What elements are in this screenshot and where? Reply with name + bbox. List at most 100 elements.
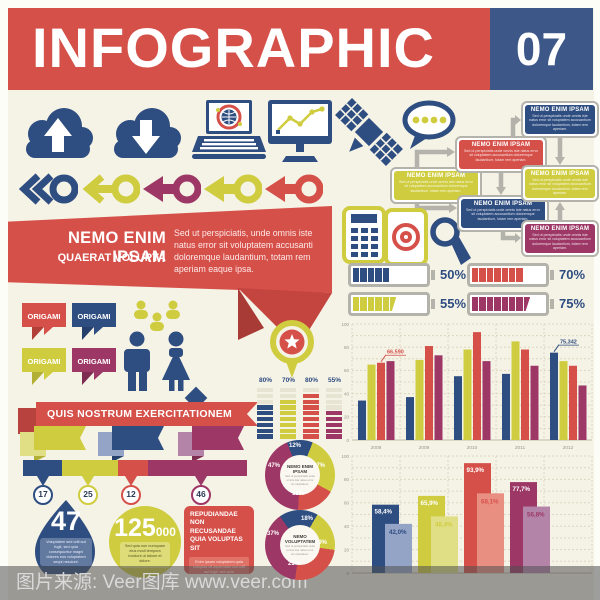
battery-cell xyxy=(516,297,523,311)
bar xyxy=(367,364,376,440)
bar xyxy=(454,376,462,440)
equalizer-cell xyxy=(257,399,273,404)
timeline-marker: 17 xyxy=(33,485,53,505)
battery-cell xyxy=(382,297,389,311)
monitor-chart-icon xyxy=(268,100,332,162)
magnifier-handle xyxy=(451,237,471,265)
bar xyxy=(406,397,414,440)
grouped-bar-chart: 0 20 40 60 80 100 2008 2009 2010 2011 2012 66,590 75… xyxy=(341,322,593,451)
bar xyxy=(358,400,366,440)
battery-cell xyxy=(367,268,375,282)
sync-ring xyxy=(216,104,242,130)
timeline-marker: 25 xyxy=(78,485,98,505)
bar xyxy=(385,523,412,573)
battery-gauge xyxy=(348,292,430,316)
bubble-tail xyxy=(410,133,430,149)
battery-gauge xyxy=(467,263,549,287)
donut-slice-label: 25% xyxy=(288,561,301,567)
couple-icon xyxy=(124,331,190,391)
flowchart-box-title: NEMO ENIM IPSAM xyxy=(530,226,590,232)
equalizer-cell xyxy=(257,422,273,427)
y-tick-label: 80 xyxy=(344,477,350,482)
smartphone-target-icon xyxy=(384,208,428,266)
bar xyxy=(559,361,568,440)
timeline-segment xyxy=(148,460,247,476)
equalizer-cell xyxy=(326,399,342,404)
battery-cell xyxy=(472,268,479,282)
equalizer-cell xyxy=(326,434,342,439)
cloud-upload-icon xyxy=(26,108,93,158)
bar xyxy=(530,365,539,440)
equalizer-label: 80% xyxy=(304,377,318,384)
annotation-line xyxy=(553,344,560,352)
x-tick-label: 2010 xyxy=(467,445,478,451)
flowchart-box-title: NEMO ENIM IPSAM xyxy=(471,142,531,148)
battery-cell xyxy=(494,268,501,282)
timeline-marker: 12 xyxy=(121,485,141,505)
battery-cell xyxy=(360,297,367,311)
battery-cell xyxy=(353,268,360,282)
timeline-pin xyxy=(195,476,207,486)
battery-nub xyxy=(431,270,435,280)
section-ribbon: QUIS NOSTRUM EXERCITATIONEM xyxy=(36,402,258,426)
origami-banner: ORIGAMI xyxy=(72,348,116,385)
bar-label: 42,0% xyxy=(389,529,407,536)
header-number: 07 xyxy=(515,23,568,75)
equalizer-cell xyxy=(326,393,342,398)
circle-stat-value: 125000 xyxy=(114,514,176,542)
annotation-label: 66,590 xyxy=(387,350,404,356)
y-tick-label: 100 xyxy=(341,322,349,327)
flowchart-box-title: NEMO ENIM IPSAM xyxy=(530,107,590,113)
equalizer-cell xyxy=(303,411,319,416)
flowchart-box-title: NEMO ENIM IPSAM xyxy=(406,173,466,179)
y-tick-label: 40 xyxy=(344,391,350,396)
battery-label: 55% xyxy=(440,296,467,311)
y-tick-label: 20 xyxy=(344,415,350,420)
bar xyxy=(386,361,395,440)
donut-slice-label: 47% xyxy=(268,463,281,469)
y-tick-label: 40 xyxy=(344,524,350,529)
donut-hole: NEMO ENIM IPSAM Sed ut perspiciatis unde … xyxy=(280,455,320,495)
equalizer-cell xyxy=(280,405,296,410)
equalizer-cell xyxy=(303,422,319,427)
donut-slice-label: 18% xyxy=(301,516,314,522)
equalizer-cell xyxy=(257,434,273,439)
drop-stat-shape xyxy=(35,500,95,574)
equalizer-cell xyxy=(257,393,273,398)
bar-label: 77,7% xyxy=(513,486,531,493)
equalizer-cell xyxy=(303,388,319,393)
x-tick-label: 2009 xyxy=(419,445,430,451)
equalizer-cell xyxy=(303,405,319,410)
header-number-badge: 07 xyxy=(490,8,593,90)
drop-stat-body: Voluptatem sed odit aut fugit, sed quia … xyxy=(40,538,92,566)
y-tick-label: 100 xyxy=(341,454,349,459)
equalizer-cell xyxy=(303,428,319,433)
donut-center-title: NEMO ENIM IPSAM xyxy=(286,464,313,475)
x-tick-label: 2012 xyxy=(563,445,574,451)
equalizer-label: 55% xyxy=(327,377,341,384)
flowchart-box-fill: NEMO ENIM IPSAM Sed ut perspiciatis unde … xyxy=(459,140,543,169)
drop-stat-value: 47 xyxy=(50,506,82,536)
timeline-pin xyxy=(82,476,94,486)
battery-cell xyxy=(375,297,382,311)
timeline-segment xyxy=(118,460,148,476)
arrow-left-double-icon xyxy=(18,173,78,205)
origami-label: ORIGAMI xyxy=(28,312,61,321)
flag-ribbon xyxy=(20,426,86,462)
intro-body: Sed ut perspiciatis, unde omnis iste nat… xyxy=(174,228,313,274)
origami-fold xyxy=(82,327,94,340)
flowchart-box-body: Sed ut perspiciatis unde omnis iste natu… xyxy=(464,149,538,162)
intro-title: NEMO ENIM IPSAM xyxy=(67,229,166,266)
battery-gauge xyxy=(467,292,549,316)
flowchart-box-fill: NEMO ENIM IPSAM Sed ut perspiciatis unde … xyxy=(525,224,595,253)
battery-gauge xyxy=(348,263,430,287)
flowchart-box: NEMO ENIM IPSAM Sed ut perspiciatis unde … xyxy=(521,220,599,257)
battery-cell-half xyxy=(523,297,531,311)
bar xyxy=(431,516,458,573)
star-glyph xyxy=(284,334,300,349)
donut-hole: NEMO VOLUPTATEM Sed ut perspiciatis unde … xyxy=(280,525,320,565)
equalizer-cell xyxy=(303,399,319,404)
card-stat-title: REPUDIANDAE NON RECUSANDAE QUIA VOLUPTAS… xyxy=(190,511,243,552)
donut-slice-label: 37% xyxy=(267,531,280,537)
donut-slice-label: 19% xyxy=(315,540,328,546)
